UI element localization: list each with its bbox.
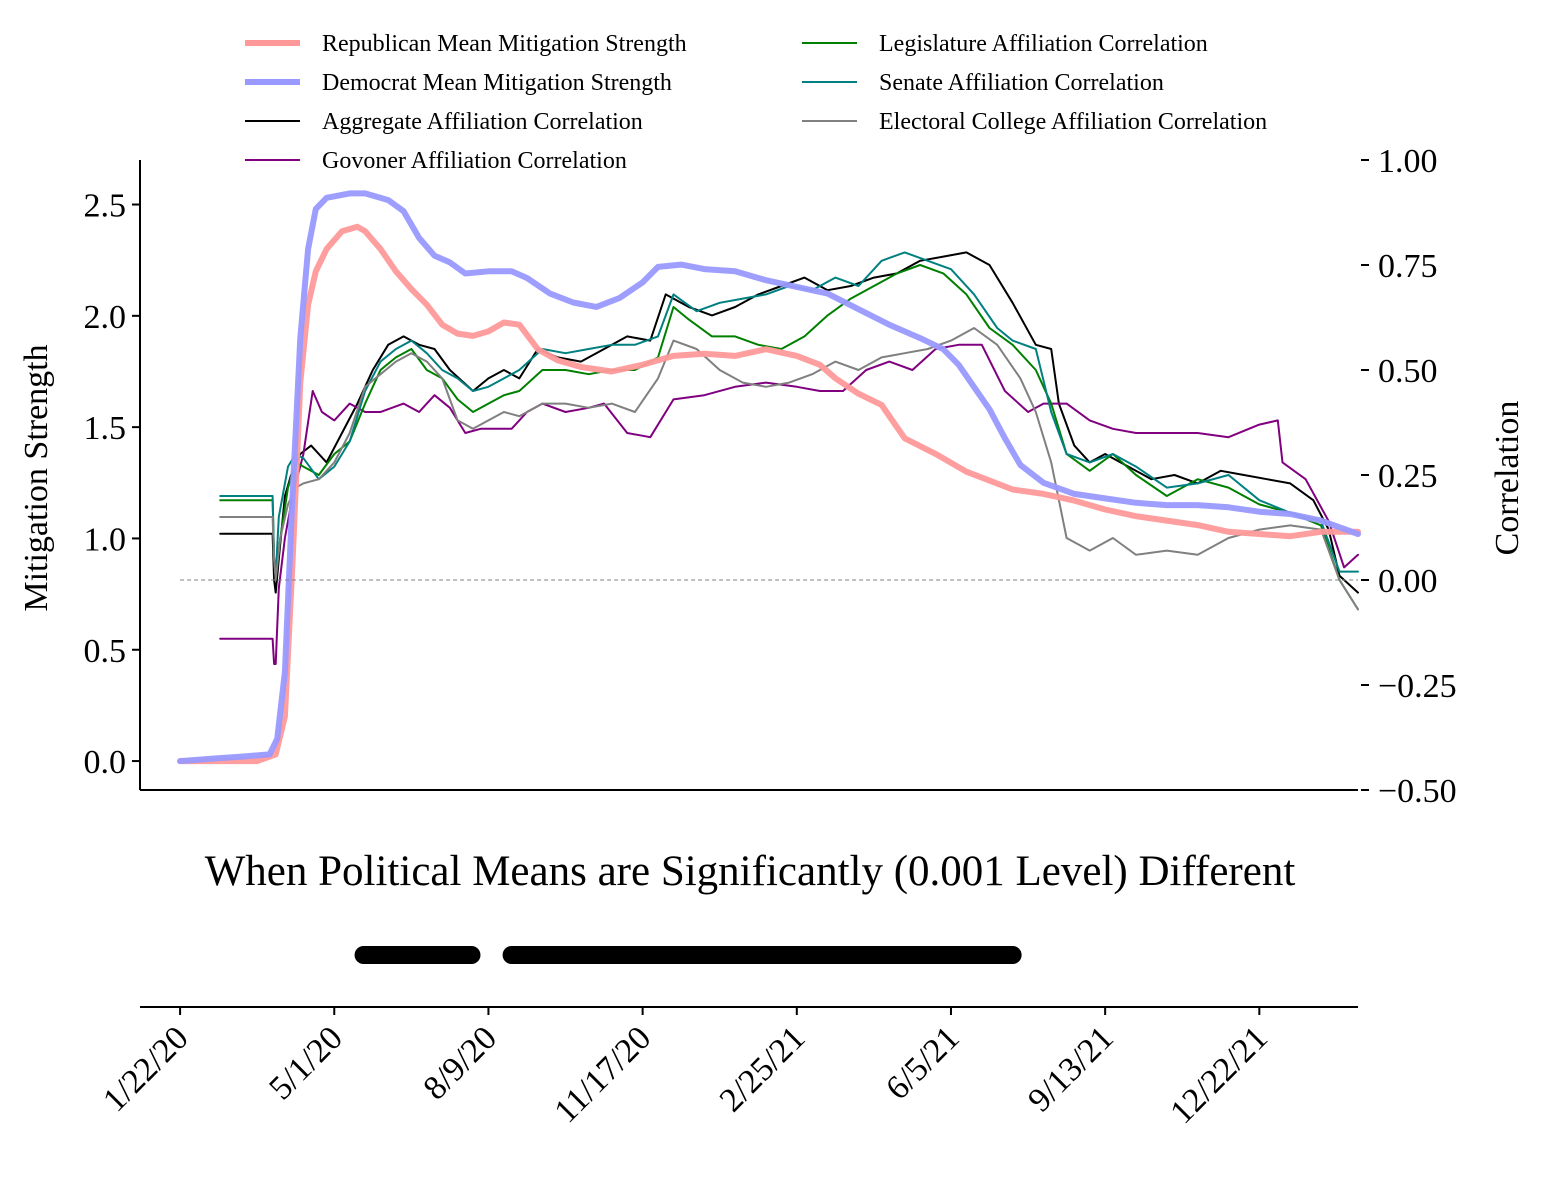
x-tick-label: 5/1/20 — [262, 1019, 350, 1107]
x-tick-label: 12/22/21 — [1163, 1019, 1275, 1131]
left-axis-title: Mitigation Strength — [18, 344, 55, 611]
right-tick-label: −0.50 — [1378, 773, 1457, 810]
right-tick-label: 0.00 — [1378, 563, 1438, 600]
series-line-aggregate-affiliation-correlation — [219, 251, 1359, 594]
legend-label: Democrat Mean Mitigation Strength — [322, 70, 672, 96]
bottom-panel: When Political Means are Significantly (… — [96, 848, 1358, 1131]
right-axis-ticks: 1.00 0.75 0.50 0.25 0.00 −0.25 −0.50 — [1361, 143, 1457, 810]
series-line-senate-affiliation-correlation — [219, 251, 1359, 577]
top-panel: 0.0 0.5 1.0 1.5 2.0 2.5 1.00 0.75 0.50 0.25 0.00 −… — [18, 143, 1526, 810]
right-tick-label: 0.25 — [1378, 458, 1438, 495]
legend-label: Aggregate Affiliation Correlation — [322, 109, 643, 135]
right-tick-label: 1.00 — [1378, 143, 1438, 180]
legend-label: Legislature Affiliation Correlation — [879, 31, 1208, 57]
x-tick-label: 11/17/20 — [548, 1019, 659, 1130]
legend-label: Senate Affiliation Correlation — [879, 70, 1164, 96]
left-tick-label: 2.5 — [84, 188, 127, 225]
series-line-democrat-mean-mitigation-strength — [177, 190, 1361, 765]
x-axis-ticks: 1/22/20 5/1/20 8/9/20 11/17/20 2/25/21 6/5/21… — [96, 1007, 1275, 1131]
right-axis-title: Correlation — [1489, 401, 1526, 556]
series-line-legislature-affiliation-correlation — [219, 264, 1359, 611]
x-tick-label: 8/9/20 — [416, 1019, 504, 1107]
x-tick-label: 2/25/21 — [713, 1019, 813, 1119]
x-tick-label: 9/13/21 — [1021, 1019, 1121, 1119]
right-tick-label: 0.50 — [1378, 353, 1438, 390]
right-tick-label: 0.75 — [1378, 248, 1438, 285]
right-tick-label: −0.25 — [1378, 668, 1457, 705]
chart-title: When Political Means are Significantly (… — [205, 848, 1296, 895]
left-tick-label: 0.5 — [84, 633, 127, 670]
legend-label: Govoner Affiliation Correlation — [322, 148, 627, 174]
series-line-electoral-college-affiliation-correlation — [219, 327, 1359, 611]
legend-label: Republican Mean Mitigation Strength — [322, 31, 687, 57]
series-layer — [177, 190, 1361, 765]
left-tick-label: 1.5 — [84, 410, 127, 447]
left-tick-label: 1.0 — [84, 521, 127, 558]
left-tick-label: 0.0 — [84, 744, 127, 781]
x-tick-label: 6/5/21 — [879, 1019, 967, 1107]
left-axis-ticks: 0.0 0.5 1.0 1.5 2.0 2.5 — [84, 188, 140, 781]
legend-label: Electoral College Affiliation Correlatio… — [879, 109, 1267, 135]
legend: Republican Mean Mitigation Strength Democ… — [245, 31, 1267, 174]
series-line-govoner-affiliation-correlation — [219, 343, 1359, 665]
series-line-republican-mean-mitigation-strength — [177, 223, 1361, 765]
left-tick-label: 2.0 — [84, 299, 127, 336]
x-tick-label: 1/22/20 — [96, 1019, 196, 1119]
